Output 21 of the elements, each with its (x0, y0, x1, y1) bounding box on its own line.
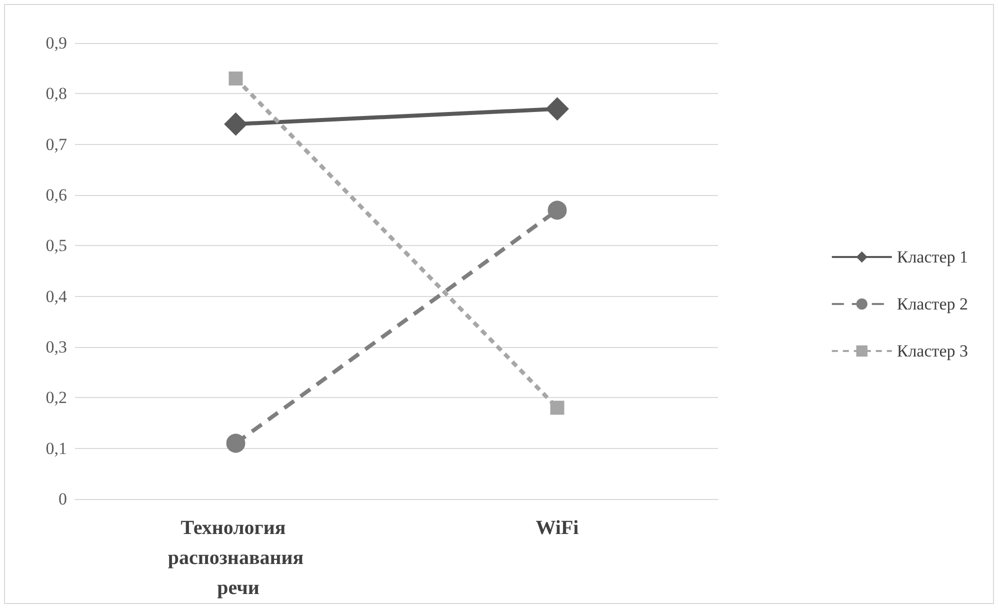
point (228, 71, 243, 86)
legend-label: Кластер 2 (896, 294, 968, 314)
x-tick-label: Технология распознавания речи (168, 517, 304, 599)
y-tick-label: 0,5 (46, 236, 67, 256)
point (546, 97, 569, 120)
x-tick-label: WiFi (536, 517, 580, 539)
y-tick-label: 0 (58, 490, 67, 508)
y-tick-label: 0,9 (46, 34, 67, 52)
legend-label: Кластер 1 (896, 248, 968, 266)
y-tick-label: 0,7 (46, 134, 68, 154)
point (224, 112, 248, 136)
point (226, 434, 246, 453)
point (550, 400, 564, 415)
y-tick-label: 0,4 (46, 286, 68, 306)
y-tick-label: 0,3 (46, 338, 67, 356)
point (548, 200, 567, 220)
legend-label: Кластер 3 (896, 342, 968, 360)
y-tick-label: 0,8 (46, 84, 67, 104)
y-tick-label: 0,2 (46, 388, 67, 408)
y-tick-label: 0,1 (46, 438, 67, 458)
y-tick-label: 0,6 (46, 186, 67, 204)
